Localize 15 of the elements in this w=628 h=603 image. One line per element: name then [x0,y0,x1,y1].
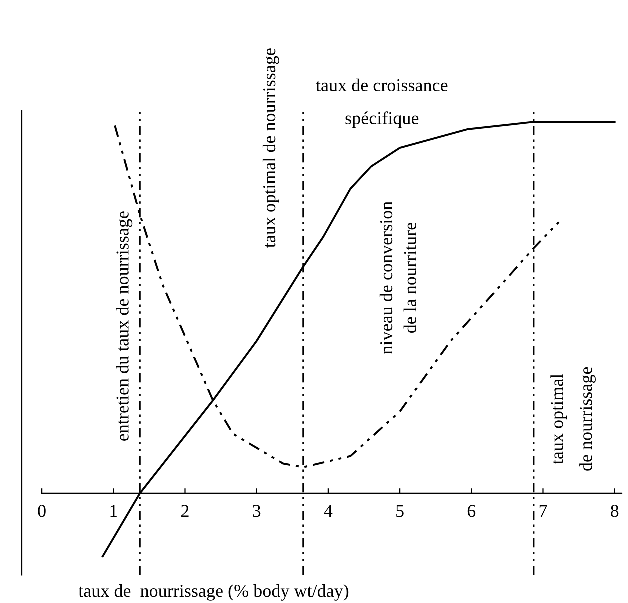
x-tick-label: 8 [611,505,619,518]
x-tick-label: 0 [38,505,46,518]
x-tick-label: 7 [540,505,548,518]
series-label: taux de croissance spécifique [316,78,448,128]
ref-line-label: taux optimal de nourrissage [550,367,596,471]
x-tick-label: 6 [468,505,476,518]
ref-line-label: entretien du taux de nourrissage [116,212,133,441]
x-tick-label: 5 [396,505,404,518]
x-axis-title: taux de nourrissage (% body wt/day) [78,584,349,601]
x-tick-label: 2 [182,505,189,518]
x-tick-label: 4 [324,505,333,518]
x-tick-label: 3 [253,505,261,518]
ref-line-label: taux optimal de nourrissage [262,48,280,248]
text: niveau de conversion de la nourriture [380,202,417,354]
x-tick-label: 1 [110,505,118,518]
